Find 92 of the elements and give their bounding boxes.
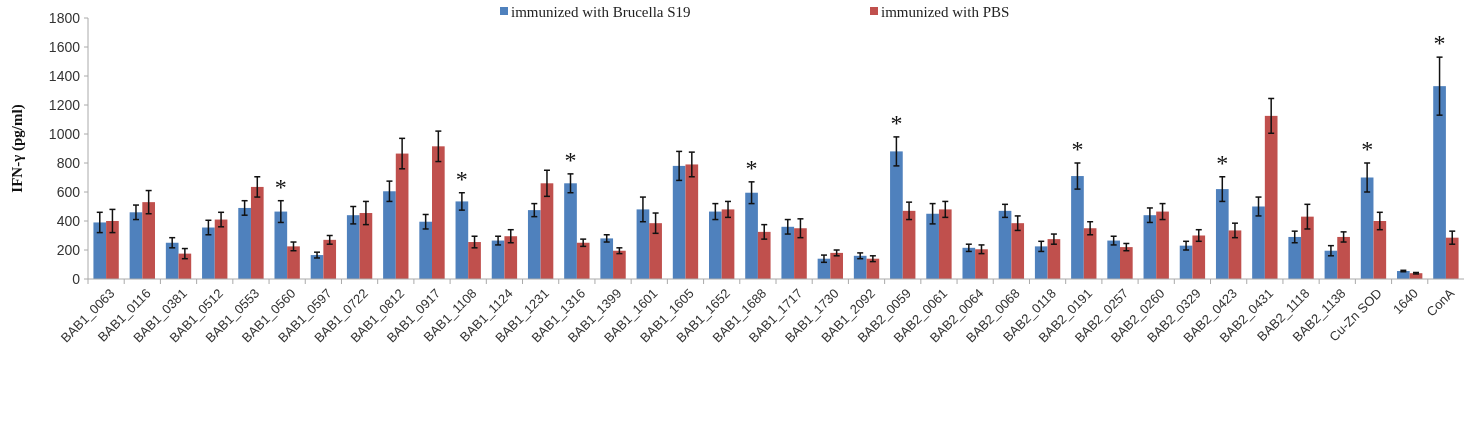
bar (142, 202, 155, 279)
bar (395, 153, 409, 279)
data-label: * (1433, 30, 1446, 57)
bar (1143, 215, 1157, 279)
bar (310, 255, 324, 279)
bar (540, 183, 554, 279)
bar (709, 211, 722, 279)
bar (1083, 228, 1097, 279)
bar (613, 250, 626, 279)
bar (781, 226, 795, 279)
bar (1252, 206, 1265, 279)
bar (1107, 240, 1120, 279)
bar (975, 249, 988, 279)
data-label: * (1216, 149, 1229, 176)
bar (214, 219, 228, 279)
bar (93, 222, 107, 279)
bar (600, 238, 614, 279)
bar (1034, 246, 1048, 279)
bar (1179, 245, 1193, 279)
y-tick-label: 1000 (48, 125, 81, 142)
bar (564, 183, 577, 279)
bar (830, 252, 843, 279)
bar (527, 210, 541, 279)
data-label: * (274, 173, 287, 200)
y-axis-title: IFN-γ (pg/ml) (9, 104, 26, 193)
bar (1433, 86, 1446, 279)
bar (853, 255, 867, 279)
bar (1156, 211, 1169, 279)
bar (890, 151, 903, 279)
bar (745, 192, 758, 279)
bar (794, 228, 807, 279)
bar (1301, 216, 1314, 279)
legend-label: immunized with Brucella S19 (511, 4, 691, 21)
bar (106, 221, 119, 279)
y-tick-label: 0 (72, 270, 81, 287)
bar (323, 239, 337, 279)
data-label: * (1071, 136, 1084, 162)
data-label: * (1361, 136, 1374, 162)
y-tick-label: 1800 (48, 9, 81, 26)
bar (962, 247, 976, 279)
bar (1337, 236, 1350, 279)
bar (1264, 115, 1278, 279)
bar (346, 215, 360, 279)
bar (274, 211, 288, 279)
bar (721, 209, 735, 279)
bar (672, 165, 686, 279)
bar (998, 210, 1012, 279)
y-tick-label: 1600 (48, 38, 81, 55)
bar (757, 231, 771, 279)
bar (1215, 189, 1229, 279)
bar (1445, 237, 1459, 279)
y-tick-label: 600 (56, 183, 81, 200)
y-tick-label: 200 (56, 241, 81, 258)
bar (685, 164, 699, 279)
bar (1288, 236, 1302, 279)
bar (636, 209, 650, 279)
bar (576, 242, 590, 279)
bar (1360, 177, 1374, 279)
y-tick-label: 1400 (48, 67, 81, 84)
bar (504, 236, 518, 279)
bar (1192, 235, 1206, 279)
bar (468, 242, 481, 279)
y-tick-label: 1200 (48, 96, 81, 113)
y-tick-label: 400 (56, 212, 81, 229)
bar (1228, 230, 1242, 279)
bar (383, 191, 396, 279)
data-label: * (564, 146, 577, 173)
bar (491, 240, 505, 279)
bar (250, 186, 264, 279)
bar (129, 212, 143, 279)
bar (455, 201, 469, 279)
y-tick-label: 800 (56, 154, 81, 171)
bar (902, 210, 916, 279)
bar (287, 246, 300, 279)
bar (938, 209, 952, 279)
data-label: * (745, 154, 758, 181)
bar (165, 242, 179, 279)
data-label: * (455, 165, 468, 192)
bar (1047, 239, 1061, 279)
bar (359, 213, 373, 279)
bar (432, 146, 445, 279)
bar (926, 213, 939, 279)
bar (419, 221, 432, 279)
bar (1071, 176, 1084, 279)
bar (238, 207, 251, 279)
bar (1373, 221, 1387, 279)
bar (1011, 223, 1025, 279)
bar (649, 223, 662, 279)
bar (202, 227, 215, 279)
data-label: * (890, 109, 903, 136)
legend-label: immunized with PBS (881, 4, 1010, 21)
bar (1120, 247, 1133, 279)
